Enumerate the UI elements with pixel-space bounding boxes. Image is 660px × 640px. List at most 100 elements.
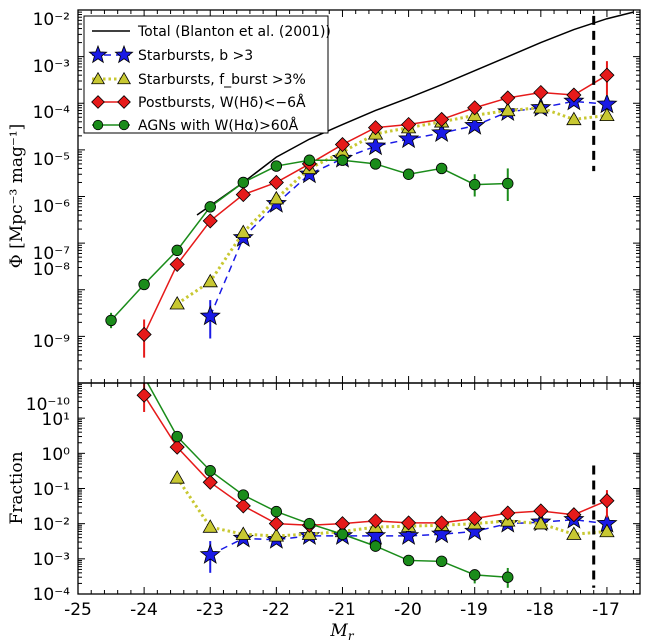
bottom-agn-point xyxy=(204,465,216,477)
bottom-postbursts-line xyxy=(143,394,608,527)
bottom-agn-point xyxy=(402,554,415,567)
top-agn-point xyxy=(204,201,216,213)
xtick-label: -25 xyxy=(64,600,92,620)
bottom-burst_fraction-point xyxy=(533,515,549,530)
bottom-burst_fraction-point xyxy=(599,523,615,538)
top-burst_fraction-point xyxy=(566,111,582,126)
top-ytick-label: 10⁻⁶ xyxy=(33,197,71,217)
legend-burst-marker xyxy=(117,71,131,85)
bottom-agn-point xyxy=(270,505,283,518)
bottom-postbursts-point xyxy=(202,474,218,490)
top-postbursts-point xyxy=(533,84,549,101)
top-agn-point xyxy=(270,160,283,172)
bottom-burst_fraction-point xyxy=(235,526,251,540)
bottom-postbursts-point xyxy=(566,507,582,523)
top-y-axis-title: Φ [Mpc⁻³ mag⁻¹] xyxy=(7,124,27,269)
bottom-agn-point xyxy=(171,430,183,443)
xtick-label: -22 xyxy=(262,600,290,620)
top-agn-point xyxy=(138,278,150,291)
legend-label-postbursts: Postbursts, W(Hδ)<−6Å xyxy=(138,94,306,111)
xtick-label: -21 xyxy=(328,600,356,620)
bottom-postbursts-point xyxy=(136,387,152,403)
top-burst_fraction-point xyxy=(500,102,516,117)
xtick-label: -17 xyxy=(592,600,620,620)
top-agn-point xyxy=(369,158,382,170)
top-ytick-label: 10⁻⁴ xyxy=(33,103,71,123)
top-postbursts-point xyxy=(367,120,384,136)
top-postbursts-point xyxy=(268,174,284,191)
top-postbursts-point xyxy=(599,67,615,83)
bottom-ytick-label: 10⁰ xyxy=(42,445,71,465)
bottom-agn-point xyxy=(336,528,349,540)
top-agn-point xyxy=(435,162,448,175)
legend-swatch-burst-fraction xyxy=(91,71,131,85)
top-ytick-label: 10⁻⁹ xyxy=(33,332,71,352)
legend-label-total: Total (Blanton et al. (2001)) xyxy=(137,24,331,40)
bottom-agn-point xyxy=(502,571,514,583)
top-burst_fraction-point xyxy=(235,224,251,239)
bottom-ytick-label: 10⁻⁴ xyxy=(33,585,71,605)
top-postbursts-point xyxy=(202,213,218,229)
bottom-postbursts-point xyxy=(235,498,251,514)
bottom-burst_fraction-point xyxy=(566,526,582,540)
bottom-postbursts-point xyxy=(367,513,384,529)
top-ytick-label: 10⁻⁷ xyxy=(33,244,71,264)
x-axis-title-main: M xyxy=(329,621,348,640)
top-postbursts-point xyxy=(401,116,417,133)
top-total-line xyxy=(196,11,634,216)
top-burst_fraction-point xyxy=(599,107,615,122)
legend-starbursts-marker xyxy=(114,44,134,64)
bottom-burst_fraction-point xyxy=(202,519,218,533)
top-ytick-label: 10⁻³ xyxy=(33,57,70,77)
bottom-panel-frame xyxy=(77,382,641,595)
legend-label-agn: AGNs with W(Hα)>60Å xyxy=(138,117,299,134)
top-postbursts-point xyxy=(136,326,152,343)
bottom-panel-series xyxy=(136,383,618,588)
bottom-burst_fraction-line xyxy=(175,477,608,538)
x-axis-title: Mr xyxy=(329,621,354,640)
top-agn-point xyxy=(171,244,183,257)
legend-post-marker xyxy=(117,95,131,109)
legend-starbursts-marker xyxy=(88,44,108,64)
legend-agn-marker xyxy=(118,119,130,131)
bottom-starbursts-point xyxy=(464,520,486,541)
top-starbursts-point xyxy=(364,135,387,156)
bottom-ytick-label: 10¹ xyxy=(42,410,70,430)
legend-swatch-starbursts xyxy=(88,44,134,64)
top-postbursts-point xyxy=(500,90,516,106)
top-burst_fraction-line xyxy=(176,106,608,306)
x-axis-title-sub: r xyxy=(348,629,355,640)
bottom-starbursts-point xyxy=(199,543,221,564)
bottom-postbursts-point xyxy=(500,505,516,521)
top-postbursts-point xyxy=(235,187,251,203)
top-burst_fraction-point xyxy=(202,273,218,288)
bottom-agn-point xyxy=(237,489,249,501)
top-ytick-label: 10⁻² xyxy=(33,10,70,30)
bottom-ytick-label: 10⁻¹ xyxy=(33,480,70,500)
bottom-postbursts-point xyxy=(467,510,483,527)
xtick-label: -24 xyxy=(130,600,158,620)
top-burst_fraction-point xyxy=(533,99,549,114)
top-postbursts-point xyxy=(434,111,450,127)
bottom-burst_fraction-point xyxy=(301,526,318,540)
top-agn-point xyxy=(303,154,316,166)
bottom-postbursts-point xyxy=(169,439,185,455)
top-agn-point xyxy=(105,314,117,327)
top-agn-point xyxy=(336,154,349,166)
top-ytick-label: 10⁻⁵ xyxy=(33,150,70,170)
top-postbursts-point xyxy=(334,136,351,153)
legend-post-marker xyxy=(91,95,105,109)
top-burst_fraction-point xyxy=(268,190,285,205)
bottom-ytick-label: 10⁻³ xyxy=(33,550,70,570)
top-agn-point xyxy=(402,168,415,180)
bottom-postbursts-point xyxy=(599,493,615,509)
bottom-starbursts-point xyxy=(397,524,420,545)
top-postbursts-point xyxy=(169,256,185,272)
top-burst_fraction-point xyxy=(169,295,185,310)
legend-burst-marker xyxy=(91,71,105,85)
xtick-label: -18 xyxy=(526,600,554,620)
legend-label-burst-fraction: Starbursts, f_burst >3% xyxy=(138,72,306,88)
bottom-agn-line xyxy=(146,383,508,578)
bottom-postbursts-point xyxy=(401,515,417,531)
